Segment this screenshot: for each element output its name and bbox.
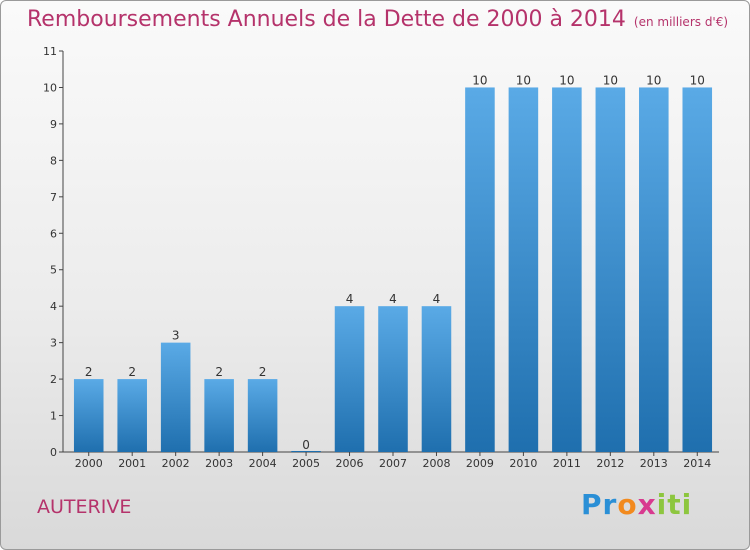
y-tick-label: 4 xyxy=(50,300,57,313)
x-tick-label-2001: 2001 xyxy=(118,457,146,470)
logo-letter: P xyxy=(581,488,603,521)
y-tick-label: 3 xyxy=(50,337,57,350)
data-label-2004: 2 xyxy=(259,365,267,379)
bar-2012 xyxy=(595,87,626,453)
data-label-2001: 2 xyxy=(128,365,136,379)
town-name: AUTERIVE xyxy=(37,496,132,518)
bar-2002 xyxy=(160,342,191,452)
x-tick-label-2012: 2012 xyxy=(596,457,624,470)
x-tick-label-2009: 2009 xyxy=(466,457,494,470)
bar-2014 xyxy=(682,87,713,453)
data-label-2002: 3 xyxy=(172,329,180,343)
bar-2001 xyxy=(117,379,147,452)
bar-2006 xyxy=(334,306,365,452)
x-tick-label-2011: 2011 xyxy=(553,457,581,470)
data-label-2011: 10 xyxy=(559,73,574,87)
y-tick-label: 8 xyxy=(50,154,57,167)
x-tick-label-2004: 2004 xyxy=(249,457,277,470)
data-label-2005: 0 xyxy=(302,438,310,452)
data-label-2006: 4 xyxy=(346,292,354,306)
x-tick-label-2010: 2010 xyxy=(509,457,537,470)
data-label-2012: 10 xyxy=(603,73,618,87)
x-tick-label-2014: 2014 xyxy=(683,457,711,470)
y-tick-label: 1 xyxy=(50,410,57,423)
bar-2000 xyxy=(73,379,104,452)
data-label-2009: 10 xyxy=(472,73,487,87)
logo-letter: t xyxy=(667,488,682,521)
data-label-2010: 10 xyxy=(516,73,531,87)
y-tick-label: 5 xyxy=(50,264,57,277)
y-tick-label: 7 xyxy=(50,191,57,204)
y-tick-label: 10 xyxy=(43,81,57,94)
logo-letter: r xyxy=(602,488,618,521)
data-label-2000: 2 xyxy=(85,365,93,379)
y-tick-label: 6 xyxy=(50,227,57,240)
bar-2011 xyxy=(552,87,582,453)
logo-letter: o xyxy=(617,488,638,521)
x-tick-label-2013: 2013 xyxy=(640,457,668,470)
data-label-2014: 10 xyxy=(690,73,705,87)
chart-title-text: Remboursements Annuels de la Dette de 20… xyxy=(27,7,626,32)
x-tick-label-2003: 2003 xyxy=(205,457,233,470)
data-label-2008: 4 xyxy=(433,292,441,306)
bar-2010 xyxy=(508,87,539,453)
logo-letter: x xyxy=(637,488,657,521)
data-label-2013: 10 xyxy=(646,73,661,87)
y-tick-label: 9 xyxy=(50,118,57,131)
logo-letter: i xyxy=(656,488,668,521)
bar-2003 xyxy=(204,379,234,452)
x-tick-label-2005: 2005 xyxy=(292,457,320,470)
bar-2007 xyxy=(378,306,408,452)
bar-2008 xyxy=(421,306,452,452)
chart-unit: (en milliers d'€) xyxy=(633,15,729,29)
data-label-2003: 2 xyxy=(215,365,223,379)
bar-2009 xyxy=(465,87,495,453)
data-label-2007: 4 xyxy=(389,292,397,306)
proxiti-logo: Proxiti xyxy=(581,488,692,521)
x-tick-label-2006: 2006 xyxy=(336,457,364,470)
x-tick-label-2008: 2008 xyxy=(422,457,450,470)
chart-title: Remboursements Annuels de la Dette de 20… xyxy=(27,7,728,32)
x-tick-label-2002: 2002 xyxy=(162,457,190,470)
x-tick-label-2007: 2007 xyxy=(379,457,407,470)
bar-2013 xyxy=(639,87,669,453)
y-tick-label: 2 xyxy=(50,373,57,386)
logo-letter: i xyxy=(681,488,693,521)
y-tick-label: 0 xyxy=(50,446,57,459)
y-tick-label: 11 xyxy=(43,45,57,58)
x-tick-label-2000: 2000 xyxy=(75,457,103,470)
bar-2004 xyxy=(247,379,278,452)
